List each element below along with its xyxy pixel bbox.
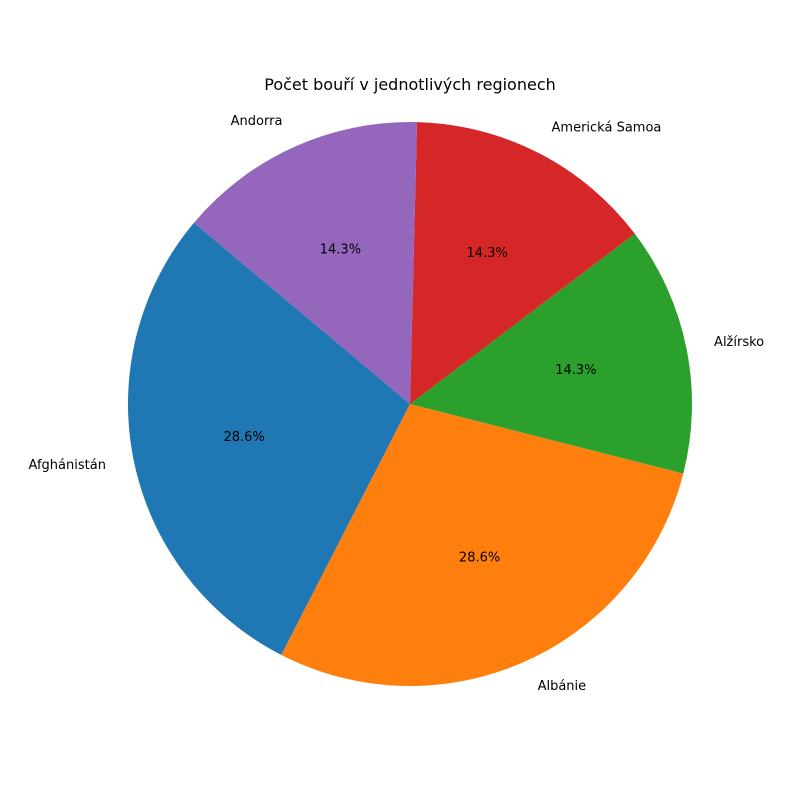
slice-percent-label: 14.3% (320, 242, 361, 257)
pie-slice (410, 233, 692, 474)
pie-slice (281, 404, 684, 686)
pie-slice (193, 122, 418, 404)
pie-labels: Afghánistán 28.6% Albánie 28.6% Alžírsko 14.3… (29, 114, 765, 694)
slice-percent-label: 14.3% (467, 246, 508, 261)
slice-category-label: Albánie (538, 679, 587, 694)
pie-slices (127, 122, 692, 686)
slice-percent-label: 28.6% (223, 430, 264, 445)
pie-slice (410, 122, 635, 405)
slice-category-label: Andorra (231, 114, 283, 129)
slice-category-label: Afghánistán (29, 458, 106, 473)
pie-slice (127, 222, 410, 655)
slice-category-label: Alžírsko (714, 335, 764, 350)
chart-title: Počet bouří v jednotlivých regionech (264, 75, 556, 94)
slice-category-label: Americká Samoa (552, 120, 662, 135)
slice-percent-label: 28.6% (459, 551, 500, 566)
slice-percent-label: 14.3% (555, 363, 596, 378)
